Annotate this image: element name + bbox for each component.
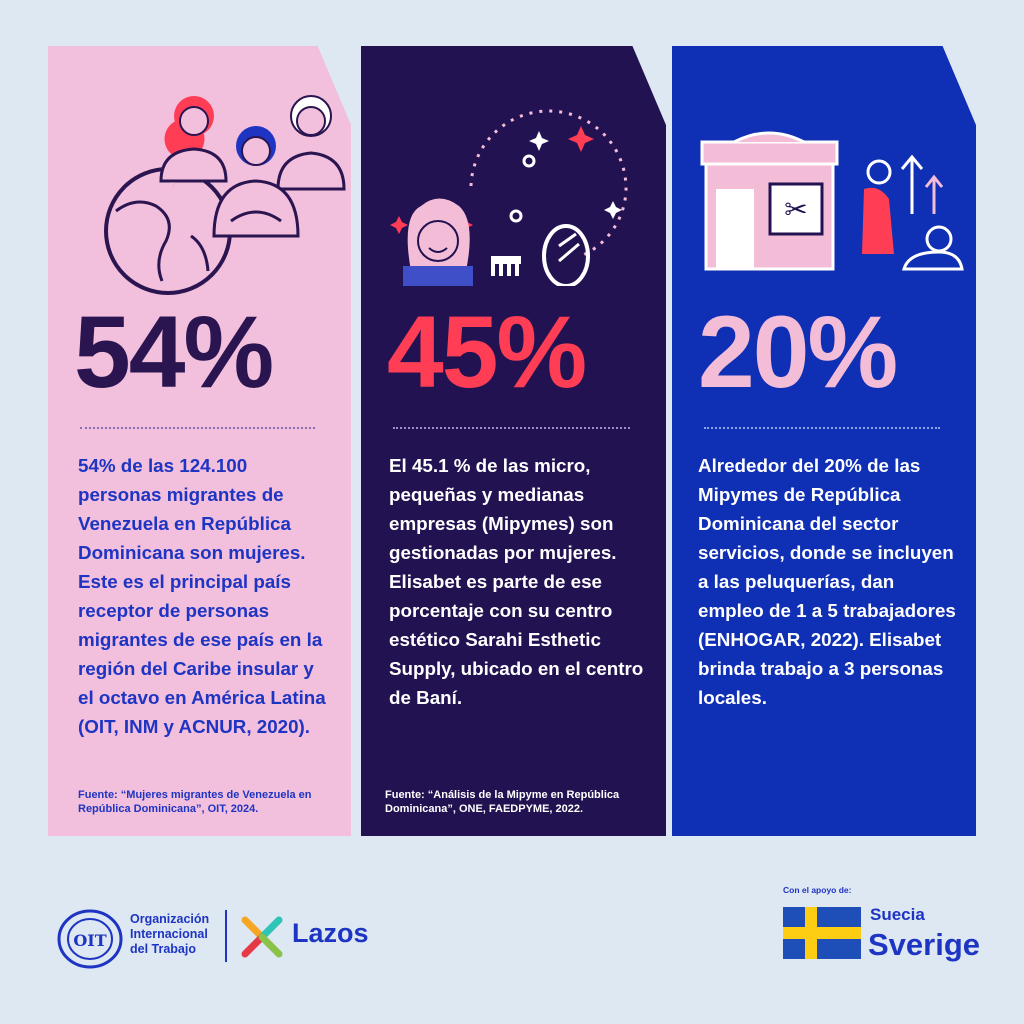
card-description: 54% de las 124.100 personas migrantes de…: [78, 455, 326, 737]
dotted-divider: [80, 427, 315, 429]
lazos-wordmark: Lazos: [292, 918, 369, 948]
card-source: Fuente: “Mujeres migrantes de Venezuela …: [78, 789, 312, 815]
card-source: Fuente: “Análisis de la Mipyme en Repúbl…: [385, 789, 620, 815]
dotted-divider: [704, 427, 940, 429]
card-description: El 45.1 % de las micro, pequeñas y media…: [389, 455, 644, 708]
svg-text:✂: ✂: [784, 193, 807, 226]
suecia-label: Suecia: [870, 905, 925, 924]
percent-54: 54%: [74, 295, 274, 409]
stat-card-women-mipymes: 45% El 45.1 % de las micro, pequeñas y m…: [361, 46, 666, 836]
logo-divider: [225, 910, 227, 962]
stat-card-services-employment: ✂ 20% Alrededor del 20% de las Mipymes d…: [672, 46, 976, 836]
stat-card-migrant-women: 54% 54% de las 124.100 personas migrante…: [48, 46, 351, 836]
barber-shop-icon: ✂: [700, 131, 964, 271]
percent-20: 20%: [698, 295, 898, 409]
percent-45: 45%: [387, 295, 587, 409]
oit-logo: OIT: [57, 909, 123, 969]
svg-text:OIT: OIT: [73, 931, 106, 950]
migrant-women-globe-icon: [104, 95, 346, 295]
oit-name: Organización Internacional del Trabajo: [130, 912, 209, 957]
oit-line-1: Organización: [130, 912, 210, 926]
oit-line-3: del Trabajo: [130, 942, 196, 956]
sverige-label: Sverige: [868, 927, 981, 962]
card-description: Alrededor del 20% de las Mipymes de Repú…: [698, 455, 956, 708]
hairdresser-woman-icon: [390, 109, 628, 286]
support-label: Con el apoyo de:: [783, 885, 852, 895]
lazos-logo-icon: [241, 916, 283, 958]
oit-line-2: Internacional: [130, 927, 208, 941]
sweden-flag-icon: [783, 907, 861, 959]
dotted-divider: [393, 427, 630, 429]
